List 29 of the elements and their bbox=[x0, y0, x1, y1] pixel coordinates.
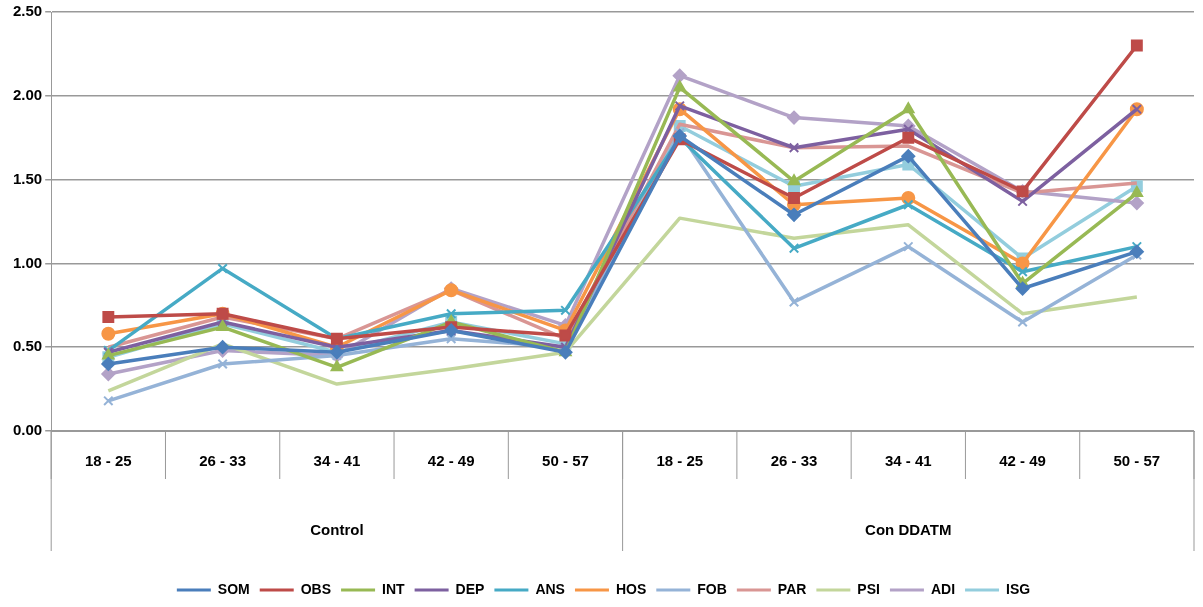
x-tick-label: 50 - 57 bbox=[1113, 452, 1161, 470]
y-tick-label: 1.50 bbox=[12, 169, 43, 187]
y-tick-label: 0.50 bbox=[12, 337, 43, 355]
y-tick-label: 1.00 bbox=[12, 253, 43, 271]
x-tick-label: 26 - 33 bbox=[770, 452, 818, 470]
legend-label: ANS bbox=[535, 580, 565, 597]
x-tick-label: 42 - 49 bbox=[999, 452, 1046, 470]
legend-label: DEP bbox=[455, 580, 485, 597]
x-tick-label: 18 - 25 bbox=[656, 452, 704, 470]
x-tick-label: 18 - 25 bbox=[84, 452, 132, 470]
x-tick-label: 42 - 49 bbox=[427, 452, 475, 470]
x-tick-label: 50 - 57 bbox=[542, 452, 589, 470]
legend-label: SOM bbox=[217, 580, 250, 597]
legend-label: PAR bbox=[777, 580, 807, 597]
x-tick-label: 34 - 41 bbox=[884, 452, 932, 470]
legend-label: PSI bbox=[857, 580, 880, 597]
legend-label: OBS bbox=[300, 580, 332, 597]
y-tick-label: 2.00 bbox=[12, 85, 43, 103]
legend-label: ISG bbox=[1006, 580, 1031, 597]
x-tick-label: 26 - 33 bbox=[199, 452, 246, 470]
legend-label: INT bbox=[382, 580, 406, 597]
text: Con DDATM bbox=[865, 521, 952, 539]
x-tick-label: 34 - 41 bbox=[313, 452, 361, 470]
legend-label: ADI bbox=[930, 580, 956, 597]
y-tick-label: 0.00 bbox=[12, 421, 43, 439]
text: Control bbox=[310, 521, 364, 539]
legend-label: HOS bbox=[615, 580, 647, 597]
legend-label: FOB bbox=[697, 580, 727, 597]
y-tick-label: 2.50 bbox=[12, 2, 43, 20]
